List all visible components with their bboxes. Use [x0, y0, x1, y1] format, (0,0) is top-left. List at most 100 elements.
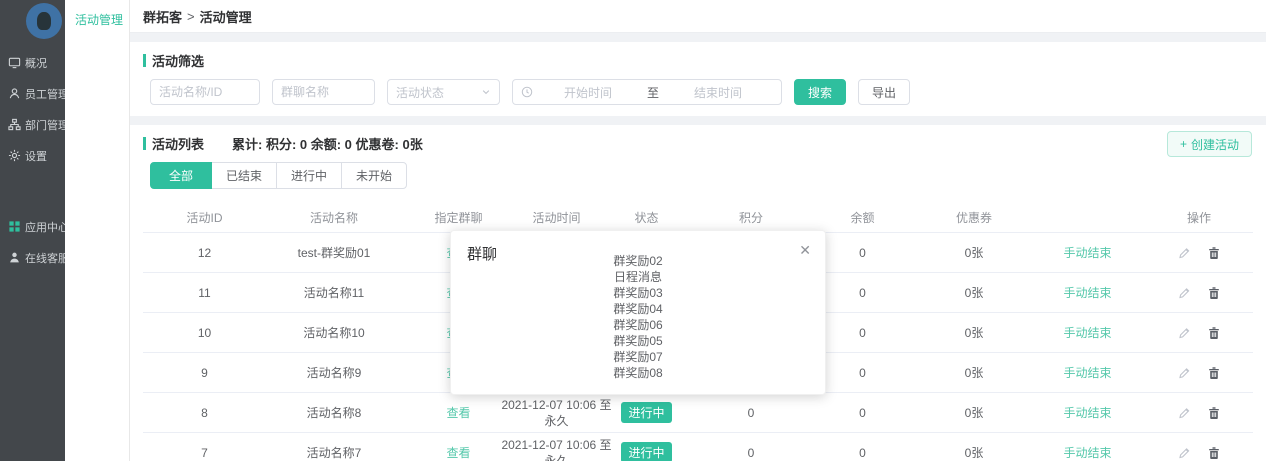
create-activity-button[interactable]: + 创建活动 [1166, 131, 1252, 157]
edit-icon[interactable] [1177, 286, 1191, 300]
manual-end-link[interactable]: 手动结束 [1063, 246, 1112, 260]
section-bar-icon [143, 54, 146, 67]
tab-all[interactable]: 全部 [150, 162, 212, 189]
staff-icon [8, 87, 21, 100]
cell-activity-id: 10 [197, 325, 212, 340]
cell-coupon: 0张 [964, 246, 984, 260]
tab-in-progress[interactable]: 进行中 [276, 162, 343, 189]
sidebar-item-label: 员工管理 [25, 88, 69, 101]
primary-sidebar: 概况 员工管理 部门管理 设置 [0, 0, 69, 461]
group-chat-dialog: 群聊 ✕ 群奖励02 日程消息 群奖励03 群奖励04 群奖励06 群奖励05 … [450, 230, 826, 395]
header-status: 状态 [634, 211, 659, 225]
cell-balance: 0 [859, 325, 866, 340]
edit-icon[interactable] [1177, 366, 1191, 380]
tab-ended[interactable]: 已结束 [211, 162, 278, 189]
close-icon[interactable]: ✕ [799, 242, 811, 258]
search-button[interactable]: 搜索 [794, 79, 847, 105]
dialog-title: 群聊 [467, 246, 498, 263]
manual-end-link[interactable]: 手动结束 [1063, 326, 1112, 340]
status-badge: 进行中 [621, 402, 672, 423]
sidebar-item-overview[interactable]: 概况 [0, 47, 65, 78]
sidebar-item-label: 部门管理 [25, 119, 69, 132]
app-logo[interactable] [26, 3, 62, 39]
header-coupon: 优惠券 [955, 211, 992, 225]
date-range-picker[interactable]: 开始时间 至 结束时间 [512, 79, 782, 105]
export-button[interactable]: 导出 [858, 79, 911, 105]
activity-status-select[interactable]: 活动状态 [387, 79, 500, 105]
cell-activity-time: 2021-12-07 10:06 至永久 [501, 397, 612, 428]
sidebar-item-settings[interactable]: 设置 [0, 140, 65, 171]
status-select-placeholder: 活动状态 [396, 85, 445, 100]
group-name-input[interactable] [272, 79, 375, 105]
sidebar-item-department[interactable]: 部门管理 [0, 109, 69, 140]
manual-end-link[interactable]: 手动结束 [1063, 366, 1112, 380]
group-chat-list: 群奖励02 日程消息 群奖励03 群奖励04 群奖励06 群奖励05 群奖励07… [451, 253, 825, 381]
activity-name-input[interactable] [150, 79, 260, 105]
cell-coupon: 0张 [964, 286, 984, 300]
customer-service-icon [8, 251, 21, 264]
logo-mascot-icon [37, 12, 51, 30]
cell-points: 0 [747, 405, 755, 420]
header-activity-id: 活动ID [186, 211, 223, 225]
sidebar-item-staff[interactable]: 员工管理 [0, 78, 69, 109]
status-badge: 进行中 [621, 442, 672, 461]
settings-icon [8, 149, 21, 162]
manual-end-link[interactable]: 手动结束 [1063, 446, 1112, 460]
view-group-link[interactable]: 查看 [446, 446, 471, 460]
cell-balance: 0 [859, 365, 866, 380]
sidebar-item-label: 设置 [25, 150, 47, 163]
cell-activity-id: 12 [197, 245, 212, 260]
edit-icon[interactable] [1177, 246, 1191, 260]
cell-coupon: 0张 [964, 406, 984, 420]
sidebar-item-label: 概况 [25, 57, 47, 70]
sidebar-item-customer-service[interactable]: 在线客服 [0, 242, 69, 273]
header-actions: 操作 [1186, 211, 1211, 225]
cell-balance: 0 [859, 405, 866, 420]
group-chat-item: 群奖励05 [613, 334, 663, 348]
edit-icon[interactable] [1177, 326, 1191, 340]
view-group-link[interactable]: 查看 [446, 406, 471, 420]
breadcrumb: 群拓客 > 活动管理 [130, 0, 1266, 33]
section-bar-icon [143, 137, 146, 150]
delete-icon[interactable] [1207, 286, 1221, 300]
delete-icon[interactable] [1207, 366, 1221, 380]
create-activity-label: 创建活动 [1190, 137, 1239, 152]
apps-icon [8, 220, 21, 233]
sidebar-item-label: 在线客服 [25, 252, 69, 265]
cell-activity-name: 活动名称7 [306, 446, 362, 460]
submenu-item-activity-management[interactable]: 活动管理 [75, 13, 124, 27]
plus-icon: + [1179, 137, 1187, 151]
cell-activity-name: 活动名称10 [303, 326, 365, 340]
filter-title: 活动筛选 [130, 42, 1266, 70]
manual-end-link[interactable]: 手动结束 [1063, 406, 1112, 420]
cell-activity-name: 活动名称9 [306, 366, 362, 380]
cell-activity-id: 11 [198, 285, 211, 300]
header-activity-time: 活动时间 [532, 211, 581, 225]
group-chat-item: 群奖励03 [613, 286, 663, 300]
breadcrumb-root[interactable]: 群拓客 [143, 9, 183, 25]
delete-icon[interactable] [1207, 446, 1221, 460]
header-target-group: 指定群聊 [434, 211, 483, 225]
group-chat-item: 群奖励08 [613, 366, 663, 380]
group-chat-item: 群奖励02 [613, 254, 663, 268]
chevron-down-icon [482, 90, 490, 95]
delete-icon[interactable] [1207, 246, 1221, 260]
list-title-text: 活动列表 [152, 137, 205, 152]
cell-balance: 0 [859, 285, 866, 300]
delete-icon[interactable] [1207, 326, 1221, 340]
manual-end-link[interactable]: 手动结束 [1063, 286, 1112, 300]
secondary-sidebar: 活动管理 [65, 0, 130, 461]
edit-icon[interactable] [1177, 446, 1191, 460]
sidebar-item-app-center[interactable]: 应用中心 [0, 211, 69, 242]
header-points: 积分 [738, 211, 763, 225]
tab-not-started[interactable]: 未开始 [341, 162, 408, 189]
filter-title-text: 活动筛选 [152, 54, 205, 69]
cell-coupon: 0张 [964, 446, 984, 460]
start-time-placeholder[interactable]: 开始时间 [563, 85, 612, 100]
end-time-placeholder[interactable]: 结束时间 [694, 85, 743, 100]
cell-coupon: 0张 [964, 366, 984, 380]
cell-actions [1145, 446, 1253, 460]
edit-icon[interactable] [1177, 406, 1191, 420]
delete-icon[interactable] [1207, 406, 1221, 420]
cell-balance: 0 [859, 445, 866, 460]
